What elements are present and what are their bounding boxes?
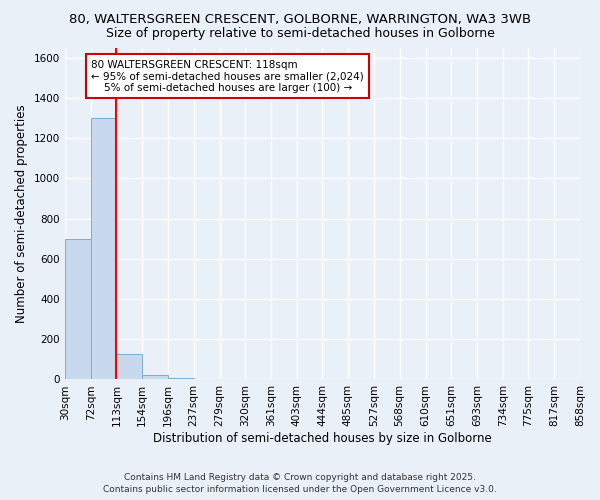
Text: Size of property relative to semi-detached houses in Golborne: Size of property relative to semi-detach… xyxy=(106,28,494,40)
Bar xyxy=(65,238,91,380)
Text: 80 WALTERSGREEN CRESCENT: 118sqm
← 95% of semi-detached houses are smaller (2,02: 80 WALTERSGREEN CRESCENT: 118sqm ← 95% o… xyxy=(91,60,364,93)
Y-axis label: Number of semi-detached properties: Number of semi-detached properties xyxy=(15,104,28,323)
Text: Contains HM Land Registry data © Crown copyright and database right 2025.
Contai: Contains HM Land Registry data © Crown c… xyxy=(103,472,497,494)
Text: 80, WALTERSGREEN CRESCENT, GOLBORNE, WARRINGTON, WA3 3WB: 80, WALTERSGREEN CRESCENT, GOLBORNE, WAR… xyxy=(69,12,531,26)
Bar xyxy=(91,118,116,380)
X-axis label: Distribution of semi-detached houses by size in Golborne: Distribution of semi-detached houses by … xyxy=(153,432,492,445)
Bar xyxy=(168,378,194,380)
Bar xyxy=(116,354,142,380)
Bar xyxy=(142,376,168,380)
